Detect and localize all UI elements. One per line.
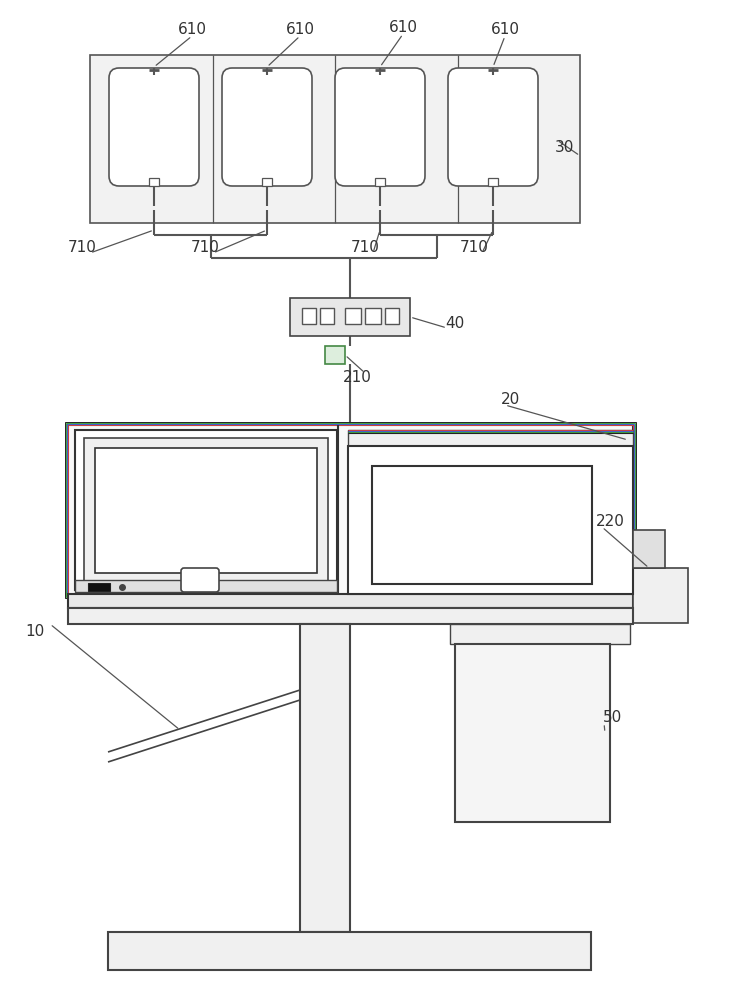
Bar	[488, 178, 498, 186]
Bar	[300, 624, 350, 932]
Bar	[68, 425, 633, 595]
FancyBboxPatch shape	[181, 568, 219, 592]
FancyBboxPatch shape	[222, 68, 312, 186]
Text: 40: 40	[446, 316, 465, 330]
Bar	[455, 644, 610, 822]
Bar	[375, 178, 385, 186]
Bar	[262, 178, 272, 186]
Bar	[68, 594, 633, 608]
Bar	[345, 308, 361, 324]
Bar	[385, 308, 399, 324]
Bar	[365, 308, 381, 324]
Bar	[149, 178, 159, 186]
Text: 710: 710	[67, 240, 96, 255]
Text: 610: 610	[491, 22, 520, 37]
Bar	[325, 346, 345, 364]
Bar	[90, 55, 580, 223]
Text: 50: 50	[602, 710, 621, 726]
Bar	[75, 430, 337, 590]
Text: 710: 710	[460, 240, 488, 255]
Bar	[67, 424, 634, 596]
Bar	[108, 932, 591, 970]
FancyBboxPatch shape	[448, 68, 538, 186]
Text: 610: 610	[389, 20, 418, 35]
Bar	[95, 448, 317, 573]
Text: 30: 30	[555, 140, 575, 155]
FancyBboxPatch shape	[335, 68, 425, 186]
Text: 710: 710	[350, 240, 379, 255]
Text: 610: 610	[285, 22, 315, 37]
Bar	[68, 425, 633, 595]
Text: 10: 10	[25, 624, 44, 640]
Bar	[68, 608, 633, 624]
Bar	[88, 583, 110, 591]
Bar	[84, 438, 328, 582]
Bar	[633, 568, 688, 623]
Bar	[302, 308, 316, 324]
Bar	[633, 530, 665, 568]
Bar	[290, 298, 410, 336]
Bar	[348, 446, 633, 594]
Bar	[372, 466, 592, 584]
Text: 710: 710	[191, 240, 219, 255]
Text: 220: 220	[596, 514, 624, 530]
FancyBboxPatch shape	[109, 68, 199, 186]
Bar	[75, 580, 337, 592]
Text: 610: 610	[177, 22, 206, 37]
Bar	[450, 624, 630, 644]
Text: 20: 20	[500, 392, 520, 408]
Bar	[348, 430, 633, 446]
Bar	[66, 423, 635, 597]
Text: 210: 210	[343, 370, 372, 385]
Bar	[320, 308, 334, 324]
Bar	[65, 422, 636, 598]
